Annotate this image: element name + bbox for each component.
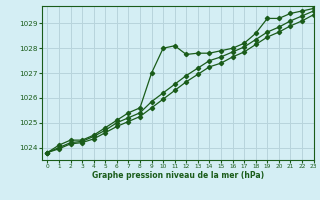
X-axis label: Graphe pression niveau de la mer (hPa): Graphe pression niveau de la mer (hPa) bbox=[92, 171, 264, 180]
